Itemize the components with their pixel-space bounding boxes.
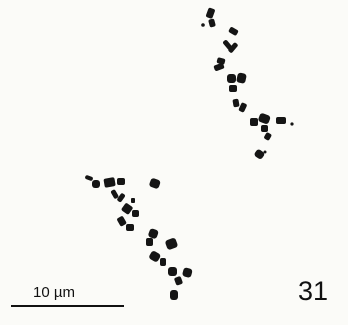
chromosome-group-lower: [85, 175, 193, 300]
chromosome-group-upper: [201, 7, 294, 159]
scale-bar-label: 10 µm: [33, 284, 75, 301]
scale-bar: [11, 305, 124, 307]
panel-number: 31: [298, 276, 329, 306]
